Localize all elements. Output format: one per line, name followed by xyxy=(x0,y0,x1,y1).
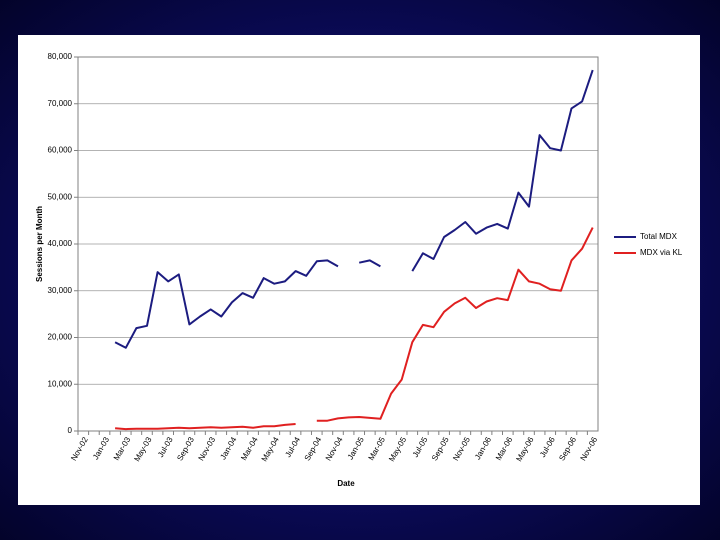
y-tick-label: 70,000 xyxy=(48,99,73,108)
legend-label: Total MDX xyxy=(640,232,678,241)
plot-frame xyxy=(77,56,599,432)
y-tick-label: 0 xyxy=(68,426,73,435)
chart-panel xyxy=(18,35,700,505)
y-axis-label: Sessions per Month xyxy=(35,206,44,282)
x-axis-label: Date xyxy=(337,479,355,488)
y-tick-label: 80,000 xyxy=(48,52,73,61)
y-tick-label: 50,000 xyxy=(48,192,73,201)
y-tick-label: 40,000 xyxy=(48,239,73,248)
series-line xyxy=(115,227,594,431)
series-line xyxy=(114,69,594,349)
y-tick-label: 30,000 xyxy=(48,286,73,295)
y-tick-label: 10,000 xyxy=(48,379,73,388)
y-tick-label: 20,000 xyxy=(48,333,73,342)
y-tick-label: 60,000 xyxy=(48,146,73,155)
legend-label: MDX via KL xyxy=(640,248,683,257)
